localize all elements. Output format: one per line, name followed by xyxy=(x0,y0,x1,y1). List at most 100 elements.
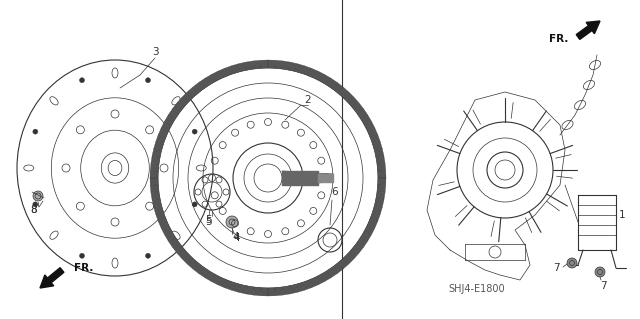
Polygon shape xyxy=(161,121,172,131)
Text: 7: 7 xyxy=(553,263,559,273)
Polygon shape xyxy=(218,278,227,288)
Polygon shape xyxy=(338,258,349,269)
Polygon shape xyxy=(268,60,275,68)
Circle shape xyxy=(226,216,238,228)
Polygon shape xyxy=(376,156,385,164)
Polygon shape xyxy=(150,171,158,178)
Polygon shape xyxy=(193,83,204,93)
Polygon shape xyxy=(372,205,382,214)
Polygon shape xyxy=(353,103,364,113)
Polygon shape xyxy=(321,271,332,281)
Polygon shape xyxy=(173,243,183,253)
Circle shape xyxy=(145,78,150,83)
Polygon shape xyxy=(193,263,204,273)
Polygon shape xyxy=(198,78,209,89)
Polygon shape xyxy=(150,185,159,193)
Polygon shape xyxy=(211,71,221,82)
Polygon shape xyxy=(239,285,248,294)
Text: 4: 4 xyxy=(233,232,239,242)
Text: FR.: FR. xyxy=(74,263,93,273)
Polygon shape xyxy=(275,287,283,296)
Circle shape xyxy=(33,191,43,201)
Text: 2: 2 xyxy=(305,95,311,105)
Polygon shape xyxy=(154,142,163,151)
Polygon shape xyxy=(152,199,161,207)
Polygon shape xyxy=(327,267,337,278)
Polygon shape xyxy=(376,192,385,200)
Polygon shape xyxy=(289,62,298,71)
Polygon shape xyxy=(367,219,378,228)
Polygon shape xyxy=(198,267,209,278)
Polygon shape xyxy=(151,156,160,164)
Polygon shape xyxy=(333,83,343,93)
Polygon shape xyxy=(367,128,378,137)
Text: 5: 5 xyxy=(205,217,212,227)
Polygon shape xyxy=(150,163,159,171)
Polygon shape xyxy=(338,87,349,98)
Text: 3: 3 xyxy=(152,47,158,57)
Polygon shape xyxy=(218,68,227,78)
Polygon shape xyxy=(154,205,163,214)
Polygon shape xyxy=(253,287,261,296)
Circle shape xyxy=(595,267,605,277)
Polygon shape xyxy=(275,60,283,69)
Polygon shape xyxy=(232,64,241,73)
Polygon shape xyxy=(225,66,234,76)
Polygon shape xyxy=(315,71,325,82)
Polygon shape xyxy=(374,199,384,207)
Text: 7: 7 xyxy=(600,281,606,291)
Text: 6: 6 xyxy=(332,187,339,197)
Polygon shape xyxy=(182,92,193,103)
Text: SHJ4-E1800: SHJ4-E1800 xyxy=(449,284,505,294)
Text: 5: 5 xyxy=(205,215,212,225)
Polygon shape xyxy=(152,149,161,157)
Circle shape xyxy=(567,258,577,268)
Polygon shape xyxy=(246,61,254,70)
Circle shape xyxy=(33,129,38,134)
Polygon shape xyxy=(343,92,354,103)
Polygon shape xyxy=(158,128,168,137)
Polygon shape xyxy=(156,135,166,144)
Polygon shape xyxy=(246,286,254,295)
Polygon shape xyxy=(150,178,158,185)
Text: 4: 4 xyxy=(234,233,240,243)
Polygon shape xyxy=(308,278,318,288)
Polygon shape xyxy=(357,109,367,119)
Polygon shape xyxy=(371,135,380,144)
Polygon shape xyxy=(377,163,386,171)
Circle shape xyxy=(192,202,197,207)
Polygon shape xyxy=(289,285,298,294)
Polygon shape xyxy=(378,171,386,178)
Polygon shape xyxy=(364,225,375,235)
Polygon shape xyxy=(348,248,359,259)
Polygon shape xyxy=(164,231,175,241)
Polygon shape xyxy=(232,283,241,292)
Polygon shape xyxy=(253,60,261,69)
Polygon shape xyxy=(295,283,305,292)
FancyArrow shape xyxy=(40,268,64,288)
Polygon shape xyxy=(168,237,179,247)
Circle shape xyxy=(79,78,84,83)
Polygon shape xyxy=(372,142,382,151)
Polygon shape xyxy=(282,286,290,295)
Polygon shape xyxy=(173,103,183,113)
Polygon shape xyxy=(302,66,312,76)
Polygon shape xyxy=(268,288,275,296)
Polygon shape xyxy=(348,97,359,108)
Polygon shape xyxy=(177,248,188,259)
Circle shape xyxy=(145,253,150,258)
Polygon shape xyxy=(343,253,354,264)
Polygon shape xyxy=(308,68,318,78)
Polygon shape xyxy=(353,243,364,253)
Polygon shape xyxy=(374,149,384,157)
Polygon shape xyxy=(302,280,312,290)
Polygon shape xyxy=(260,288,268,296)
Polygon shape xyxy=(177,97,188,108)
Polygon shape xyxy=(205,75,215,85)
Polygon shape xyxy=(333,263,343,273)
Polygon shape xyxy=(327,78,337,89)
Text: FR.: FR. xyxy=(548,34,568,44)
Polygon shape xyxy=(295,64,305,73)
Text: 1: 1 xyxy=(619,210,625,220)
Polygon shape xyxy=(151,192,160,200)
